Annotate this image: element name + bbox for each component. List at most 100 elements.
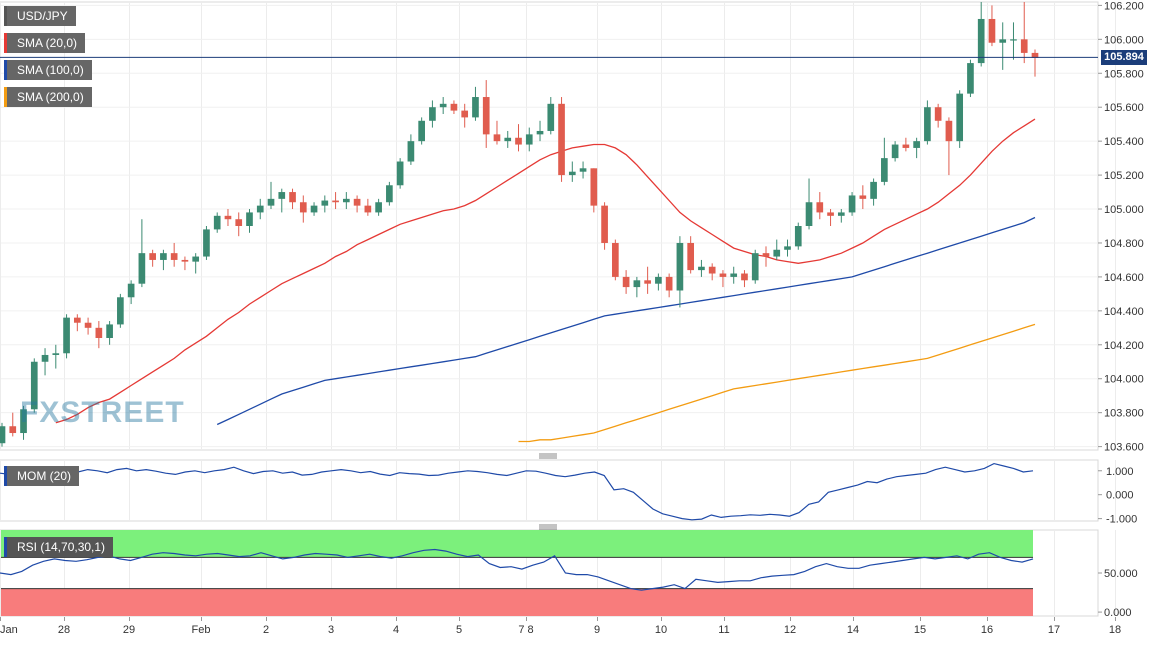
candle-body	[988, 18, 996, 43]
candle-body	[278, 192, 286, 199]
candle-body	[999, 39, 1007, 43]
price-y-tick-label: 105.200	[1104, 170, 1144, 182]
candle-body	[719, 273, 727, 277]
x-tick-label: 12	[784, 624, 796, 636]
candle-body	[332, 200, 339, 203]
watermark-logo: FXSTREET	[20, 396, 185, 429]
candle-body	[622, 276, 630, 288]
candle-body	[956, 93, 964, 142]
x-tick-label: 16	[981, 624, 993, 636]
candle-body	[364, 205, 372, 213]
x-tick-label: 2	[263, 624, 269, 636]
candle-body	[246, 212, 253, 226]
candle-body	[977, 18, 985, 64]
x-tick-label: 17	[1048, 624, 1060, 636]
rsi-y-tick-label: 0.000	[1104, 607, 1132, 619]
mom-line	[0, 462, 1034, 521]
candle-body	[698, 266, 705, 271]
candle-body	[515, 137, 522, 145]
candle-body	[181, 259, 189, 262]
sma200-legend: SMA (200,0)	[4, 87, 92, 107]
price-y-tick-label: 103.600	[1104, 442, 1144, 454]
price-y-tick-label: 104.800	[1104, 238, 1144, 250]
candle-body	[461, 110, 469, 118]
candle-body	[396, 161, 404, 186]
x-tick-label: Feb	[192, 624, 211, 636]
mom-y-tick-label: -1.000	[1106, 514, 1137, 526]
candle-body	[579, 168, 587, 172]
candle-body	[504, 137, 512, 142]
candle-body	[353, 198, 361, 206]
x-tick-label: Jan	[0, 624, 18, 636]
candle-body	[375, 202, 382, 213]
candle-body	[342, 198, 350, 203]
candle-body	[967, 63, 974, 94]
candle-body	[418, 120, 425, 142]
price-y-tick-label: 104.400	[1104, 306, 1144, 318]
candle-body	[644, 280, 651, 284]
x-tick-label: 7 8	[518, 624, 533, 636]
candle-body	[321, 200, 329, 206]
candle-body	[127, 283, 135, 298]
price-y-tick-label: 105.600	[1104, 102, 1144, 114]
candle-body	[73, 317, 81, 323]
candle-body	[859, 195, 867, 199]
x-tick-label: 5	[456, 624, 462, 636]
candle-body	[913, 141, 920, 148]
candle-body	[773, 249, 781, 257]
price-y-tick-label: 106.200	[1104, 0, 1144, 12]
candle-body	[708, 266, 716, 274]
price-y-tick-label: 105.800	[1104, 68, 1144, 80]
x-tick-label: 29	[123, 624, 135, 636]
candle-body	[676, 242, 684, 291]
candle-body	[0, 426, 6, 444]
sma20-legend: SMA (20,0)	[4, 33, 86, 53]
candle-body	[945, 120, 953, 142]
candle-body	[590, 168, 598, 206]
candle-body	[472, 97, 479, 118]
candle-body	[224, 215, 232, 220]
candle-body	[84, 322, 92, 328]
x-tick-label: 4	[393, 624, 399, 636]
candle-body	[924, 107, 931, 142]
x-tick-label: 15	[914, 624, 926, 636]
price-y-tick-label: 104.000	[1104, 374, 1144, 386]
candle-body	[848, 195, 856, 213]
x-tick-label: 3	[328, 624, 334, 636]
candle-body	[558, 103, 565, 176]
sma-line-20	[55, 118, 1036, 424]
rsi-line	[0, 548, 1034, 591]
candle-body	[52, 353, 60, 355]
candle-body	[106, 324, 113, 338]
price-y-tick-label: 104.200	[1104, 340, 1144, 352]
candle-body	[601, 205, 608, 243]
mom-legend: MOM (20)	[4, 466, 79, 486]
candle-body	[203, 229, 210, 257]
candle-body	[41, 354, 49, 362]
candle-body	[267, 198, 275, 206]
candle-body	[794, 226, 802, 247]
candle-body	[805, 202, 813, 226]
candle-body	[192, 256, 200, 262]
candle-body	[310, 205, 318, 213]
x-tick-label: 18	[1109, 624, 1121, 636]
candle-body	[536, 130, 544, 135]
candle-body	[881, 158, 888, 182]
candle-body	[160, 253, 167, 260]
x-tick-label: 9	[594, 624, 600, 636]
price-y-tick-label: 106.000	[1104, 34, 1144, 46]
candle-body	[450, 103, 458, 111]
rsi-legend: RSI (14,70,30,1)	[4, 537, 114, 557]
candle-body	[741, 273, 748, 281]
mom-y-tick-label: 0.000	[1106, 490, 1134, 502]
candle-body	[95, 327, 103, 338]
candle-body	[870, 181, 877, 199]
price-y-tick-label: 103.800	[1104, 408, 1144, 420]
candle-body	[762, 253, 770, 257]
candle-body	[439, 103, 447, 108]
rsi-overbought-zone	[1, 530, 1033, 558]
candle-body	[493, 134, 501, 142]
candle-body	[687, 242, 695, 271]
